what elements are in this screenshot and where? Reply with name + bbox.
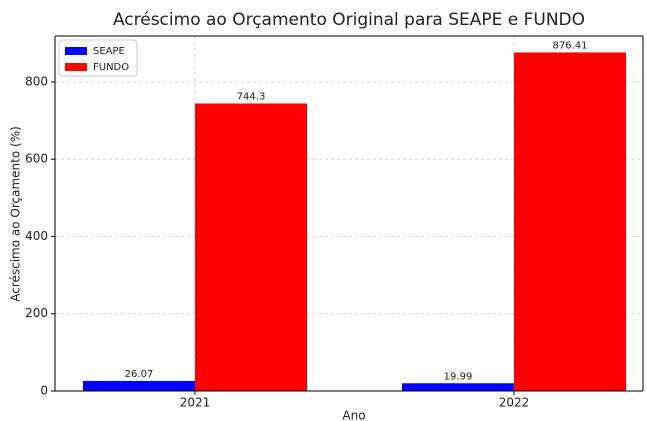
- legend-swatch: [65, 63, 87, 71]
- legend: SEAPE FUNDO: [58, 39, 138, 77]
- y-axis-label: Acréscimo ao Orçamento (%): [9, 126, 23, 302]
- bar: [514, 52, 626, 392]
- bar: [195, 103, 307, 391]
- value-label: 19.99: [444, 371, 473, 382]
- chart-title: Acréscimo ao Orçamento Original para SEA…: [113, 10, 585, 30]
- legend-label: FUNDO: [93, 62, 129, 73]
- bar: [402, 383, 514, 391]
- legend-label: SEAPE: [93, 46, 125, 57]
- legend-swatch: [65, 47, 87, 55]
- x-axis-label: Ano: [342, 409, 365, 421]
- value-label: 876.41: [553, 40, 588, 51]
- bar: [83, 380, 195, 391]
- value-label: 26.07: [125, 369, 154, 380]
- value-label: 744.3: [237, 91, 266, 102]
- x-tick-label: 2022: [499, 396, 530, 410]
- x-tick-label: 2021: [180, 396, 211, 410]
- y-tick-label: 400: [25, 229, 48, 243]
- y-tick-label: 0: [40, 384, 48, 398]
- y-tick-label: 600: [25, 152, 48, 166]
- y-tick-label: 200: [25, 306, 48, 320]
- y-tick-label: 800: [25, 74, 48, 88]
